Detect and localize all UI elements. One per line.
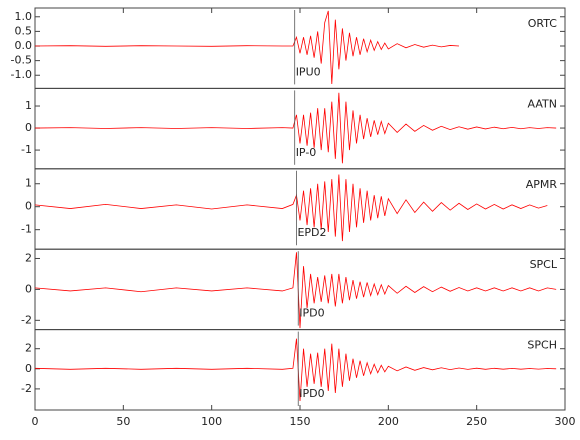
y-tick-label: -1	[21, 223, 32, 236]
x-tick-label: 150	[290, 415, 311, 428]
y-tick-label: -2	[21, 313, 32, 326]
y-tick-label: 0.0	[15, 39, 33, 52]
y-tick-label: -0.5	[11, 54, 32, 67]
station-label: ORTC	[528, 17, 558, 30]
station-label: SPCH	[527, 339, 557, 352]
pick-label: IP-0	[296, 146, 317, 159]
x-tick-label: 0	[32, 415, 39, 428]
y-tick-label: -1	[21, 143, 32, 156]
waveform	[34, 92, 557, 164]
y-tick-label: -2	[21, 382, 32, 395]
pick-label: IPD0	[299, 387, 324, 400]
waveform	[34, 174, 548, 242]
x-tick-label: 300	[555, 415, 576, 428]
x-tick-label: 200	[378, 415, 399, 428]
station-label: APMR	[526, 178, 558, 191]
y-tick-label: 0	[25, 200, 32, 213]
x-tick-label: 50	[116, 415, 130, 428]
y-tick-label: 1.0	[15, 10, 33, 23]
pick-label: IPU0	[296, 65, 321, 78]
x-tick-label: 250	[466, 415, 487, 428]
station-label: SPCL	[530, 258, 558, 271]
y-tick-label: 1	[25, 177, 32, 190]
y-tick-label: 1	[25, 99, 32, 112]
pick-label: EPD2	[297, 226, 326, 239]
y-tick-label: -1.0	[11, 68, 32, 81]
station-label: AATN	[528, 97, 557, 110]
y-tick-label: 0	[25, 121, 32, 134]
pick-label: IPD0	[299, 307, 324, 320]
y-tick-label: 0.5	[15, 24, 33, 37]
y-tick-label: 2	[25, 251, 32, 264]
y-tick-label: 0	[25, 362, 32, 375]
x-tick-label: 100	[201, 415, 222, 428]
waveform	[34, 252, 557, 329]
y-tick-label: 2	[25, 342, 32, 355]
waveform	[34, 338, 557, 401]
waveform	[34, 10, 460, 85]
y-tick-label: 0	[25, 282, 32, 295]
